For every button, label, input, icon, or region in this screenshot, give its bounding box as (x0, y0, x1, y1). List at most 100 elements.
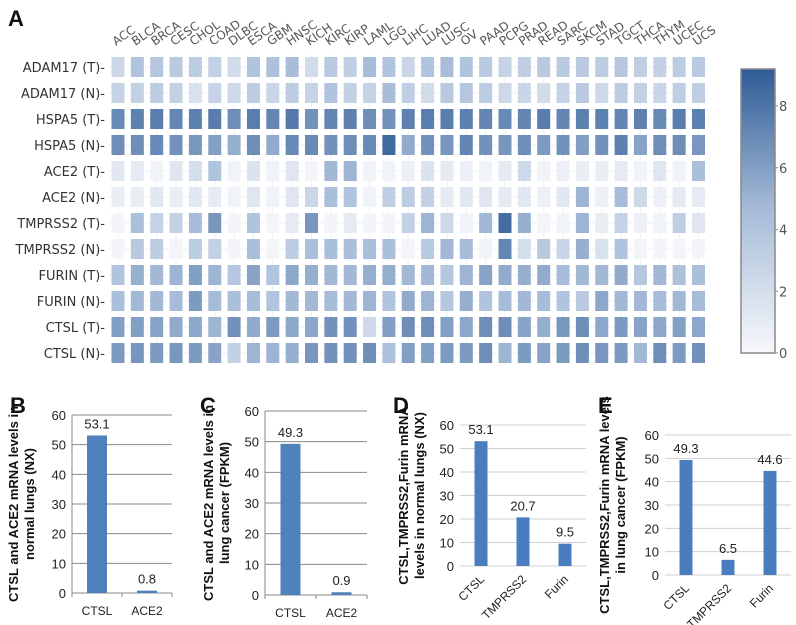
y-tick-label: 50 (245, 435, 259, 450)
y-tick-label: 40 (52, 467, 66, 482)
heatmap-cell (633, 57, 647, 77)
heatmap-cell (208, 161, 222, 181)
heatmap-cell (614, 317, 628, 337)
bar-chart-c: 0 10 20 30 40 50 60 49.3 CTSL 0.9 ACE2 CTSL and ACE… (201, 404, 368, 620)
heatmap-cell (614, 343, 628, 363)
heatmap-cell (614, 57, 628, 77)
heatmap-cell (421, 291, 435, 311)
heatmap-cell (517, 291, 531, 311)
heatmap-cell (188, 135, 202, 155)
heatmap-cell (285, 213, 299, 233)
heatmap-cell (246, 317, 260, 337)
heatmap-cell (537, 265, 551, 285)
heatmap-cell (324, 187, 338, 207)
heatmap-cell (575, 265, 589, 285)
heatmap-cell (266, 83, 280, 103)
heatmap-cell (537, 317, 551, 337)
y-axis-label: normal lungs (NX) (22, 448, 37, 560)
bar-chart-e: 0 10 20 30 40 50 60 49.3 CTSL 6.5 TMPRSS2 44.6 Furin… (597, 396, 791, 625)
y-tick-label: 60 (245, 404, 259, 419)
heatmap-cell (169, 83, 183, 103)
heatmap-cell (363, 317, 377, 337)
heatmap-cell (459, 239, 473, 259)
heatmap-cell (556, 317, 570, 337)
heatmap-cell (556, 213, 570, 233)
heatmap-cell (324, 83, 338, 103)
bar (137, 590, 157, 593)
heatmap-cell (498, 239, 512, 259)
heatmap-cell (653, 135, 667, 155)
heatmap-cell (382, 213, 396, 233)
heatmap-cell (266, 317, 280, 337)
heatmap-cell (266, 57, 280, 77)
heatmap-cell (556, 265, 570, 285)
heatmap-cell (537, 343, 551, 363)
heatmap-cell (188, 343, 202, 363)
heatmap-cell (440, 135, 454, 155)
heatmap-cell (575, 343, 589, 363)
heatmap-cell (382, 135, 396, 155)
panel-label-d: D (393, 393, 409, 418)
panel-label-c: C (200, 393, 216, 418)
bar-value-label: 53.1 (84, 416, 109, 431)
x-tick-label: TMPRSS2 (684, 581, 734, 625)
heatmap-cell (382, 239, 396, 259)
heatmap-cell (614, 239, 628, 259)
heatmap-cell (188, 239, 202, 259)
y-tick-label: 60 (645, 428, 659, 443)
heatmap-cell (440, 213, 454, 233)
heatmap-cell (382, 265, 396, 285)
y-tick-label: 40 (440, 465, 454, 480)
heatmap-cell (459, 109, 473, 129)
heatmap-cell (517, 317, 531, 337)
heatmap-cell (537, 213, 551, 233)
y-axis-label: CTSL and ACE2 mRNA levels in (201, 405, 216, 601)
heatmap-cell (188, 57, 202, 77)
heatmap-cell (285, 187, 299, 207)
heatmap-cell (672, 187, 686, 207)
y-tick-label: 50 (52, 438, 66, 453)
heatmap-cell (537, 135, 551, 155)
heatmap-cell (208, 239, 222, 259)
heatmap-cell (421, 135, 435, 155)
heatmap-cell (208, 265, 222, 285)
heatmap-cell (614, 161, 628, 181)
heatmap-cell (459, 265, 473, 285)
heatmap-cell (266, 213, 280, 233)
heatmap-cell (188, 291, 202, 311)
heatmap-cell (421, 213, 435, 233)
heatmap-cell (440, 109, 454, 129)
heatmap-cell (227, 187, 241, 207)
heatmap-cell (246, 343, 260, 363)
heatmap-cell (421, 239, 435, 259)
heatmap-cell (498, 291, 512, 311)
heatmap-cell (150, 213, 164, 233)
heatmap-cell (246, 213, 260, 233)
y-axis-label: CTSL and ACE2 mRNA levels in (6, 406, 21, 602)
heatmap-cell (130, 291, 144, 311)
heatmap-cell (227, 343, 241, 363)
heatmap-cell (130, 161, 144, 181)
heatmap-cell (556, 187, 570, 207)
heatmap-cell (517, 57, 531, 77)
heatmap-cell (633, 135, 647, 155)
heatmap-row-label: CTSL (N)- (44, 347, 106, 362)
heatmap-cell (130, 83, 144, 103)
bar-value-label: 0.9 (332, 573, 350, 588)
heatmap-row-label: ADAM17 (T)- (23, 61, 106, 76)
heatmap-cell (595, 239, 609, 259)
heatmap-cell (421, 187, 435, 207)
heatmap-cell (575, 161, 589, 181)
heatmap-row-label: CTSL (T)- (46, 321, 106, 336)
heatmap-cell (343, 187, 357, 207)
heatmap-cell (246, 239, 260, 259)
heatmap-cell (672, 239, 686, 259)
heatmap-cell (498, 265, 512, 285)
heatmap-cell (498, 161, 512, 181)
panel-label-b: B (10, 393, 26, 418)
heatmap-cell (363, 187, 377, 207)
heatmap-cell (556, 239, 570, 259)
heatmap-cell (208, 57, 222, 77)
y-tick-label: 30 (245, 496, 259, 511)
heatmap-cell (401, 265, 415, 285)
